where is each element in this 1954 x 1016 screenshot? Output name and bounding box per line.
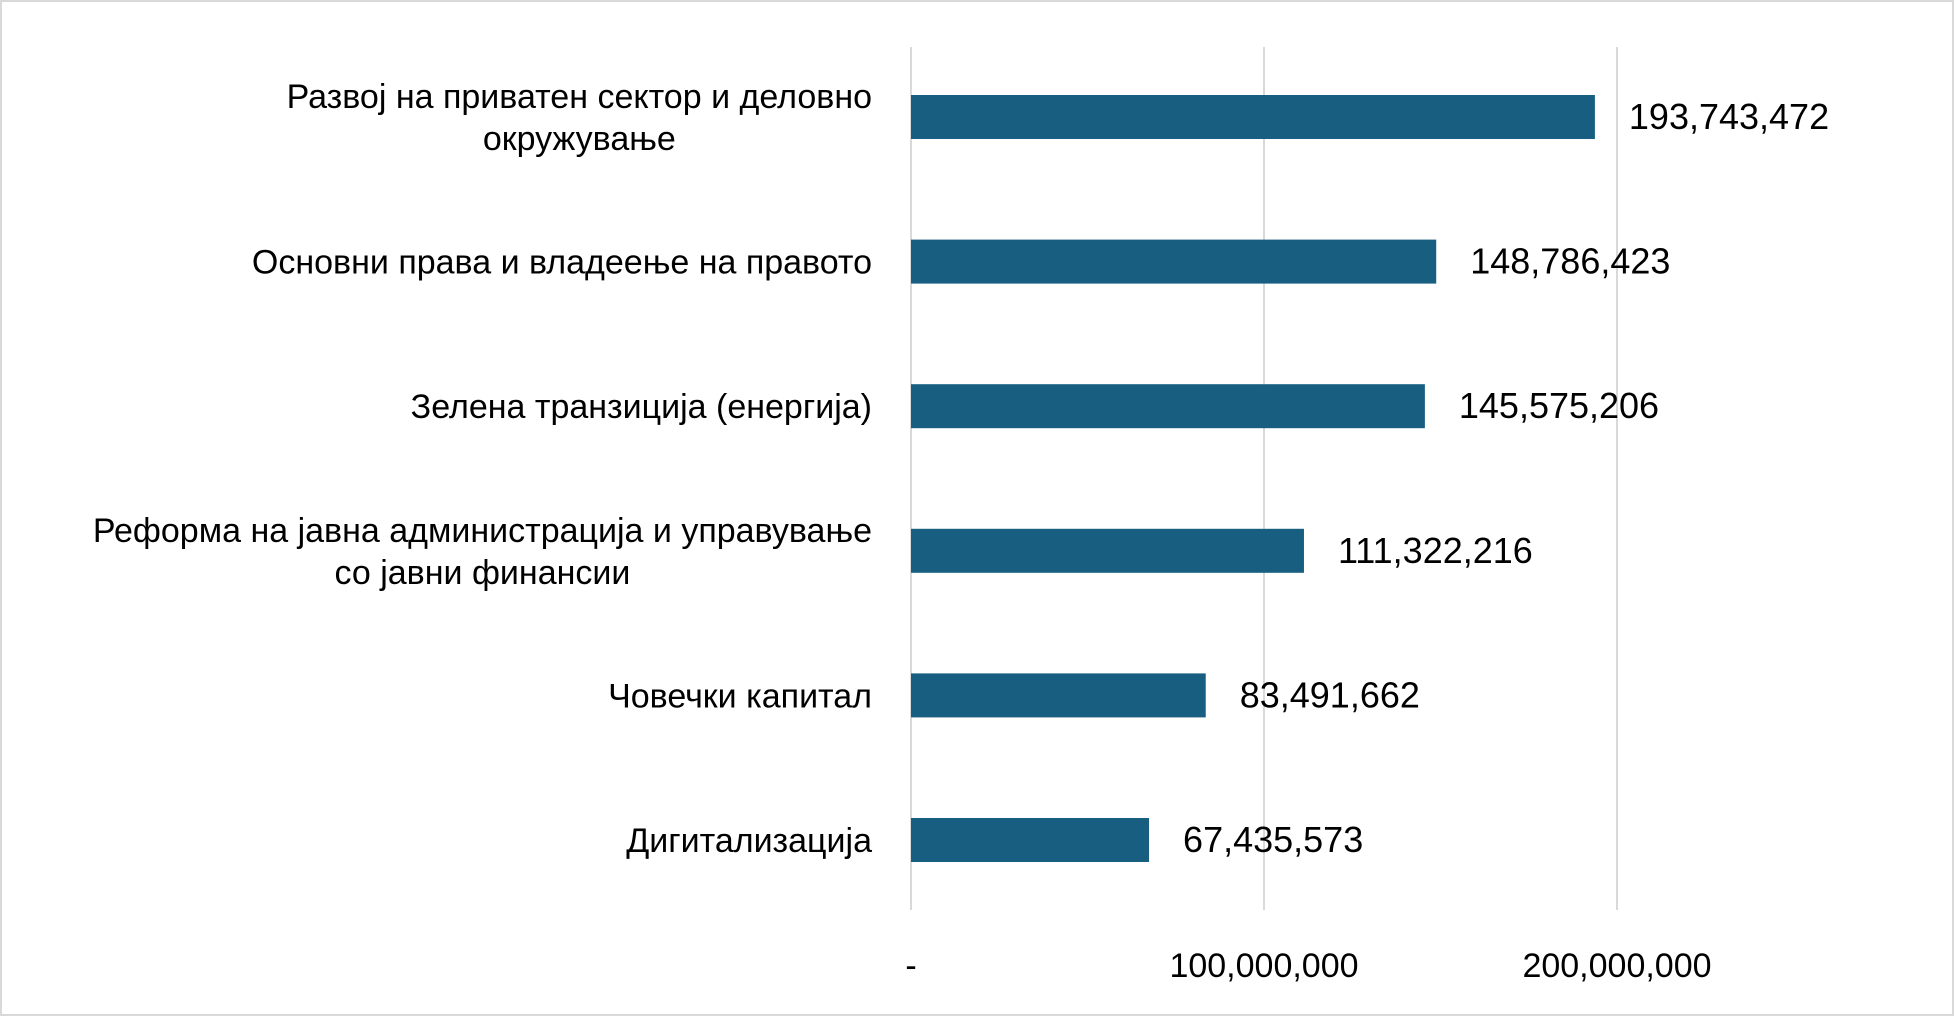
category-label: окружување (483, 120, 676, 158)
x-tick-label: 100,000,000 (1169, 947, 1358, 985)
bar (911, 239, 1437, 284)
value-label: 145,575,206 (1459, 385, 1659, 426)
value-label: 67,435,573 (1183, 819, 1363, 860)
x-tick-label: - (905, 947, 916, 985)
value-label: 83,491,662 (1240, 674, 1420, 715)
category-label: Дигитализација (626, 822, 872, 860)
category-label: Развој на приватен сектор и деловно (287, 78, 872, 116)
value-label: 111,322,216 (1338, 530, 1533, 571)
bar (911, 95, 1595, 139)
category-label: Основни права и владеење на правото (252, 244, 872, 282)
bar (911, 818, 1150, 862)
value-label: 148,786,423 (1470, 241, 1670, 282)
bar (911, 528, 1304, 573)
category-label: Човечки капитал (608, 677, 872, 715)
value-label: 193,743,472 (1629, 96, 1829, 137)
x-tick-label: 200,000,000 (1522, 947, 1711, 985)
bar (911, 673, 1206, 718)
category-label: Зелена транзиција (енергија) (411, 388, 872, 426)
category-label: Реформа на јавна администрација и управу… (93, 512, 872, 550)
bar (911, 384, 1425, 429)
category-label: со јавни финансии (334, 554, 630, 592)
